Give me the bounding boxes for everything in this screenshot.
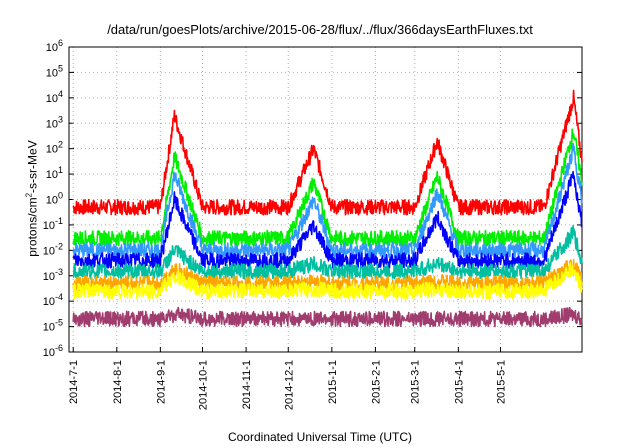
y-tick-label: 10-4 — [43, 292, 63, 308]
y-tick-label: 10-2 — [43, 241, 63, 257]
x-tick-label: 2014-11-1 — [241, 360, 253, 409]
series-line-7 — [72, 262, 583, 300]
y-tick-label: 10-6 — [43, 343, 63, 359]
x-tick-label: 2014-10-1 — [198, 360, 210, 410]
x-tick-label: 2015-2-1 — [370, 360, 382, 404]
y-tick-label: 105 — [46, 63, 63, 79]
x-tick-label: 2015-3-1 — [410, 360, 422, 404]
y-tick-label: 103 — [46, 114, 63, 130]
y-tick-label: 10-3 — [43, 267, 63, 283]
y-tick-label: 100 — [46, 191, 63, 207]
x-tick-label: 2014-12-1 — [283, 360, 295, 410]
x-tick-label: 2015-1-1 — [327, 360, 339, 404]
y-axis-label: protons/cm2-s-sr-MeV — [24, 140, 40, 257]
x-tick-label: 2014-9-1 — [155, 360, 167, 404]
series-line-2 — [72, 128, 583, 247]
y-tick-label: 10-5 — [43, 318, 63, 334]
series-line-5 — [72, 224, 583, 280]
y-tick-label: 104 — [46, 89, 63, 105]
series-line-8 — [72, 306, 583, 328]
series-line-4 — [72, 170, 583, 269]
series-line-1 — [72, 89, 583, 216]
y-tick-label: 106 — [46, 38, 63, 54]
x-tick-label: 2015-4-1 — [453, 360, 465, 404]
y-tick-label: 102 — [46, 140, 63, 156]
x-axis-label: Coordinated Universal Time (UTC) — [227, 430, 413, 444]
y-tick-label: 10-1 — [43, 216, 63, 232]
y-tick-label: 101 — [46, 165, 63, 181]
x-tick-label: 2014-7-1 — [68, 360, 80, 404]
chart-title: /data/run/goesPlots/archive/2015-06-28/f… — [107, 22, 533, 37]
x-tick-label: 2014-8-1 — [112, 360, 124, 404]
series-line-3 — [72, 142, 583, 259]
x-tick-label: 2015-5-1 — [495, 360, 507, 404]
